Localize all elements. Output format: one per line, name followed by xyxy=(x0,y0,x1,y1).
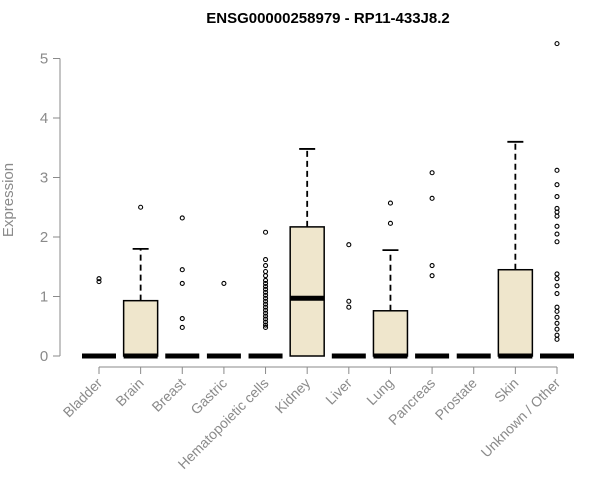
outlier-point xyxy=(554,308,560,314)
outlier-point xyxy=(262,310,269,316)
box-group-lung xyxy=(372,200,409,359)
outlier-point xyxy=(554,167,560,173)
box-iqr xyxy=(289,226,325,357)
y-axis-label: Expression xyxy=(0,163,17,237)
outlier-point xyxy=(554,326,560,332)
box-group-breast xyxy=(165,215,200,359)
outlier-point xyxy=(554,283,560,289)
outlier-point xyxy=(262,301,269,307)
box-iqr xyxy=(122,299,159,357)
x-category-label: Skin xyxy=(491,375,522,406)
box-group-kidney xyxy=(289,148,325,357)
y-tick-label: 3 xyxy=(40,170,48,187)
y-tick-label: 5 xyxy=(40,51,48,68)
outlier-point xyxy=(346,242,352,248)
outlier-point xyxy=(554,304,560,310)
outlier-point xyxy=(262,268,269,275)
outlier-point xyxy=(262,316,269,322)
outlier-point xyxy=(262,307,269,313)
outlier-point xyxy=(262,280,269,286)
outlier-point xyxy=(179,267,185,273)
box-group-skin xyxy=(497,140,534,359)
box-group-gastric xyxy=(206,280,241,359)
outlier-point xyxy=(429,195,435,201)
outlier-point xyxy=(262,257,269,263)
outlier-point xyxy=(554,239,560,245)
outlier-point xyxy=(554,336,560,342)
outlier-point xyxy=(262,324,269,330)
outlier-point xyxy=(554,320,560,326)
box-group-hematopoietic-cells xyxy=(248,229,283,359)
outlier-point xyxy=(429,273,435,279)
outlier-point xyxy=(262,319,269,325)
y-tick-label: 0 xyxy=(40,348,48,365)
outlier-point xyxy=(429,263,435,269)
outlier-point xyxy=(554,182,560,188)
box-group-bladder xyxy=(82,276,116,359)
outlier-point xyxy=(262,313,269,319)
outlier-point xyxy=(262,289,269,295)
y-axis: 0 1 2 3 4 5 xyxy=(40,51,61,365)
outlier-point xyxy=(554,193,560,200)
x-category-label: Prostate xyxy=(432,375,480,423)
outlier-point xyxy=(554,332,560,338)
outlier-point xyxy=(346,298,352,304)
outlier-point xyxy=(346,304,352,310)
outlier-point xyxy=(429,170,435,176)
outlier-point xyxy=(554,223,560,229)
outlier-point xyxy=(262,263,269,269)
outlier-point xyxy=(179,324,185,330)
y-tick-label: 1 xyxy=(40,289,48,306)
x-category-label: Breast xyxy=(148,375,188,415)
outlier-point xyxy=(554,290,560,297)
outlier-point xyxy=(262,277,269,283)
outlier-point xyxy=(138,204,144,210)
outlier-point xyxy=(262,295,269,301)
outlier-point xyxy=(96,279,102,285)
outlier-point xyxy=(179,215,185,221)
plot-area xyxy=(82,41,574,359)
outlier-point xyxy=(262,298,269,304)
box-group-pancreas xyxy=(415,170,450,359)
outlier-point xyxy=(179,315,185,322)
x-category-label: Unknown / Other xyxy=(478,375,564,461)
outlier-point xyxy=(554,205,560,211)
x-category-label: Liver xyxy=(322,375,355,408)
outlier-point xyxy=(387,200,394,206)
outlier-point xyxy=(554,213,560,219)
outlier-point xyxy=(554,271,560,277)
y-tick-label: 2 xyxy=(40,229,48,246)
box-iqr xyxy=(497,268,534,357)
outlier-point xyxy=(554,314,560,320)
outlier-point xyxy=(262,273,269,279)
chart-title: ENSG00000258979 - RP11-433J8.2 xyxy=(206,10,450,27)
outlier-point xyxy=(554,231,560,237)
outlier-point xyxy=(96,276,102,282)
outlier-point xyxy=(554,276,560,282)
x-category-label: Kidney xyxy=(272,375,314,417)
x-category-label: Lung xyxy=(363,375,396,408)
x-category-label: Bladder xyxy=(60,375,106,421)
box-iqr xyxy=(372,310,409,357)
outlier-point xyxy=(262,304,269,310)
x-category-label: Brain xyxy=(112,375,146,409)
outlier-point xyxy=(262,283,269,289)
box-group-liver xyxy=(331,242,366,359)
outlier-point xyxy=(262,286,269,292)
box-group-brain xyxy=(122,204,159,359)
y-tick-label: 4 xyxy=(40,110,48,127)
outlier-point xyxy=(179,280,185,286)
outlier-point xyxy=(262,229,269,235)
outlier-point xyxy=(387,220,394,226)
outlier-point xyxy=(221,280,227,286)
outlier-point xyxy=(554,41,560,47)
outlier-point xyxy=(262,322,269,328)
outlier-point xyxy=(262,292,269,298)
box-group-unknown-other xyxy=(540,41,574,359)
